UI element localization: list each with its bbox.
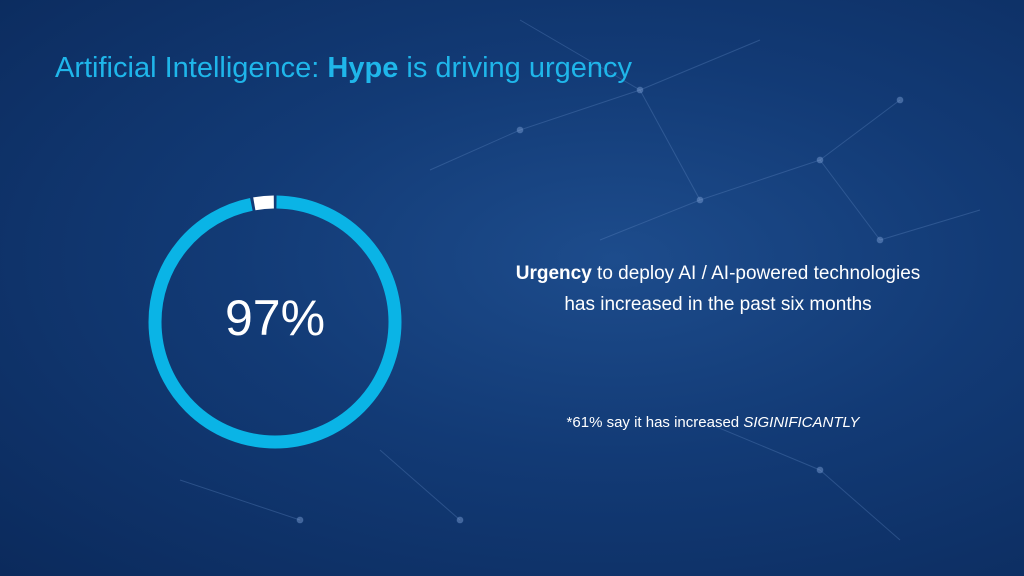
footnote-text: *61% say it has increased bbox=[566, 414, 744, 431]
gauge-arc bbox=[148, 195, 402, 449]
statement: Urgency to deploy AI / AI-powered techno… bbox=[508, 258, 928, 320]
gauge: 97% bbox=[148, 195, 402, 449]
statement-bold: Urgency bbox=[515, 263, 592, 284]
slide-title: Artificial Intelligence: Hype is driving… bbox=[55, 52, 632, 85]
statement-text: to deploy AI / AI-powered technologies h… bbox=[564, 263, 921, 315]
title-suffix: is driving urgency bbox=[398, 52, 633, 84]
title-prefix: Artificial Intelligence: bbox=[55, 52, 328, 84]
footnote: *61% say it has increased SIGINIFICANTLY bbox=[508, 414, 918, 431]
gauge-label: 97% bbox=[225, 290, 325, 346]
title-bold: Hype bbox=[327, 52, 399, 84]
footnote-emphasis: SIGINIFICANTLY bbox=[743, 414, 860, 431]
